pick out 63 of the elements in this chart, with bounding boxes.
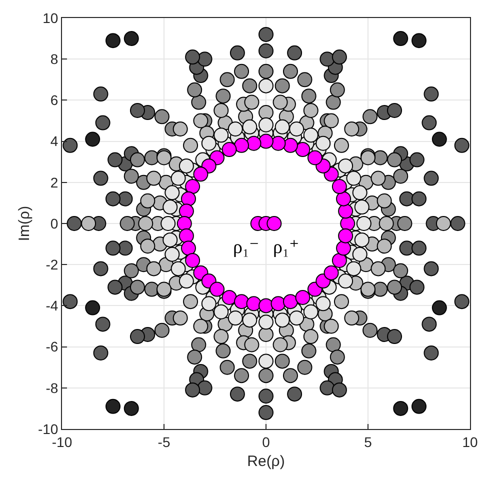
y-tick-label: -2 (46, 256, 58, 272)
point (106, 33, 120, 48)
point (336, 191, 352, 206)
point (412, 398, 426, 414)
point (222, 290, 237, 305)
annotation: ρ₁⁺ (273, 237, 300, 258)
y-tick-label: 10 (42, 10, 58, 26)
point (266, 216, 282, 231)
point (234, 138, 250, 153)
point (338, 228, 354, 244)
point (338, 204, 354, 219)
point (246, 136, 262, 151)
point (185, 252, 200, 268)
x-tick-label: 0 (262, 434, 270, 450)
x-tick-label: -5 (158, 434, 170, 450)
point (282, 294, 298, 310)
point (246, 296, 262, 312)
point (332, 252, 347, 268)
point (222, 142, 237, 158)
point (393, 31, 408, 46)
y-tick-label: -6 (46, 338, 58, 355)
point (307, 150, 322, 166)
y-tick-label: 8 (50, 51, 58, 67)
point (234, 294, 250, 310)
point (412, 33, 426, 48)
y-axis-title: Im(ρ) (16, 206, 34, 242)
y-tick-label: 4 (50, 133, 58, 150)
point (282, 138, 298, 153)
point (178, 228, 194, 244)
point (295, 290, 310, 305)
point (178, 204, 194, 219)
point (193, 166, 208, 182)
x-axis-title: Re(ρ) (247, 452, 285, 470)
annotation: ρ₁⁻ (233, 237, 260, 258)
point (258, 134, 274, 149)
point (185, 179, 200, 194)
point (324, 265, 339, 280)
y-tick-label: 2 (50, 174, 58, 190)
y-tick-label: -10 (38, 420, 58, 437)
point (270, 296, 286, 312)
point (85, 300, 100, 316)
point (295, 142, 310, 158)
y-tick-label: -8 (46, 380, 58, 396)
point (432, 132, 447, 147)
y-tick-label: 0 (50, 215, 58, 232)
point (176, 216, 192, 231)
point (258, 298, 274, 314)
point (180, 191, 196, 206)
point (393, 400, 408, 416)
point (210, 282, 225, 297)
point (270, 136, 286, 151)
x-tick-label: 5 (364, 434, 372, 450)
point (432, 300, 447, 316)
y-tick-label: -4 (46, 298, 58, 314)
y-tick-label: 6 (50, 92, 58, 108)
point (180, 240, 196, 256)
point (124, 400, 139, 416)
point (332, 179, 347, 194)
point (106, 398, 120, 414)
x-tick-label: 10 (462, 434, 478, 450)
point (85, 132, 100, 147)
point (124, 31, 139, 46)
point (336, 240, 352, 256)
